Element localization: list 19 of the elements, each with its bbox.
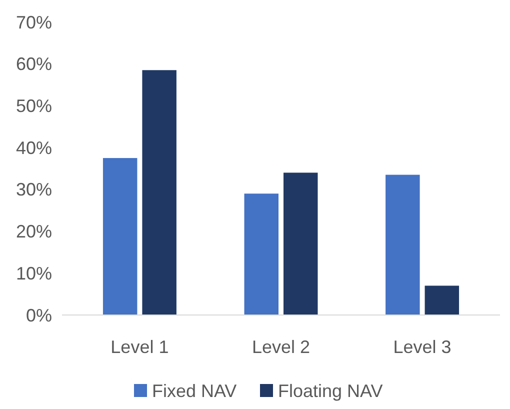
y-tick-label: 40% (16, 138, 52, 158)
bar (386, 174, 420, 315)
x-tick-label: Level 2 (252, 337, 310, 357)
y-tick-label: 50% (16, 96, 52, 116)
x-tick-label: Level 1 (110, 337, 169, 357)
legend-label: Fixed NAV (152, 381, 237, 401)
bar (142, 70, 176, 315)
bar (102, 158, 138, 315)
y-tick-label: 60% (16, 54, 52, 74)
y-tick-label: 70% (16, 12, 52, 32)
legend-label: Floating NAV (278, 381, 383, 401)
y-tick-label: 10% (16, 263, 52, 284)
bar (284, 172, 318, 315)
bar (244, 194, 278, 315)
bar (424, 286, 460, 315)
y-tick-label: 30% (16, 180, 52, 200)
y-tick-label: 0% (26, 305, 52, 326)
x-tick-label: Level 3 (393, 337, 452, 357)
y-tick-label: 20% (16, 222, 52, 242)
